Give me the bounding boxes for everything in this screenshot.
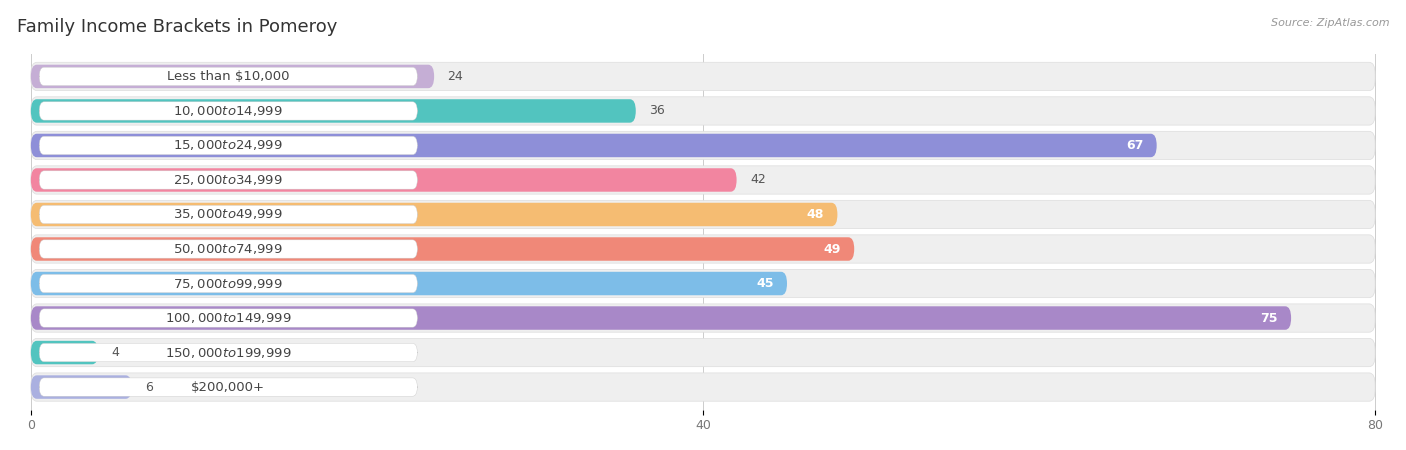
FancyBboxPatch shape bbox=[39, 136, 418, 155]
FancyBboxPatch shape bbox=[31, 203, 838, 226]
FancyBboxPatch shape bbox=[31, 272, 787, 295]
Text: 6: 6 bbox=[145, 381, 153, 394]
Text: $15,000 to $24,999: $15,000 to $24,999 bbox=[173, 139, 283, 153]
Text: $50,000 to $74,999: $50,000 to $74,999 bbox=[173, 242, 283, 256]
Text: 36: 36 bbox=[650, 104, 665, 117]
FancyBboxPatch shape bbox=[39, 343, 418, 362]
FancyBboxPatch shape bbox=[31, 373, 1375, 401]
Text: $75,000 to $99,999: $75,000 to $99,999 bbox=[173, 276, 283, 291]
FancyBboxPatch shape bbox=[31, 306, 1291, 330]
FancyBboxPatch shape bbox=[31, 237, 855, 261]
FancyBboxPatch shape bbox=[39, 274, 418, 292]
FancyBboxPatch shape bbox=[31, 235, 1375, 263]
FancyBboxPatch shape bbox=[31, 131, 1375, 160]
Text: 45: 45 bbox=[756, 277, 773, 290]
FancyBboxPatch shape bbox=[31, 65, 434, 88]
FancyBboxPatch shape bbox=[39, 171, 418, 189]
Text: Less than $10,000: Less than $10,000 bbox=[167, 70, 290, 83]
FancyBboxPatch shape bbox=[39, 240, 418, 258]
Text: $10,000 to $14,999: $10,000 to $14,999 bbox=[173, 104, 283, 118]
FancyBboxPatch shape bbox=[31, 341, 98, 364]
FancyBboxPatch shape bbox=[39, 205, 418, 224]
FancyBboxPatch shape bbox=[39, 102, 418, 120]
FancyBboxPatch shape bbox=[31, 99, 636, 123]
FancyBboxPatch shape bbox=[39, 378, 418, 396]
Text: 75: 75 bbox=[1260, 311, 1278, 324]
Text: 49: 49 bbox=[824, 243, 841, 256]
Text: $35,000 to $49,999: $35,000 to $49,999 bbox=[173, 207, 283, 221]
FancyBboxPatch shape bbox=[31, 200, 1375, 229]
FancyBboxPatch shape bbox=[31, 304, 1375, 332]
FancyBboxPatch shape bbox=[31, 270, 1375, 297]
Text: $25,000 to $34,999: $25,000 to $34,999 bbox=[173, 173, 283, 187]
Text: Family Income Brackets in Pomeroy: Family Income Brackets in Pomeroy bbox=[17, 18, 337, 36]
Text: $200,000+: $200,000+ bbox=[191, 381, 266, 394]
Text: Source: ZipAtlas.com: Source: ZipAtlas.com bbox=[1271, 18, 1389, 28]
Text: 67: 67 bbox=[1126, 139, 1143, 152]
FancyBboxPatch shape bbox=[39, 309, 418, 327]
FancyBboxPatch shape bbox=[31, 375, 132, 399]
FancyBboxPatch shape bbox=[31, 166, 1375, 194]
Text: 48: 48 bbox=[807, 208, 824, 221]
FancyBboxPatch shape bbox=[31, 62, 1375, 90]
Text: 4: 4 bbox=[111, 346, 120, 359]
Text: $100,000 to $149,999: $100,000 to $149,999 bbox=[165, 311, 291, 325]
FancyBboxPatch shape bbox=[31, 134, 1157, 157]
FancyBboxPatch shape bbox=[31, 338, 1375, 367]
Text: 24: 24 bbox=[447, 70, 464, 83]
FancyBboxPatch shape bbox=[39, 68, 418, 86]
FancyBboxPatch shape bbox=[31, 97, 1375, 125]
Text: $150,000 to $199,999: $150,000 to $199,999 bbox=[165, 346, 291, 360]
FancyBboxPatch shape bbox=[31, 168, 737, 192]
Text: 42: 42 bbox=[749, 174, 766, 186]
